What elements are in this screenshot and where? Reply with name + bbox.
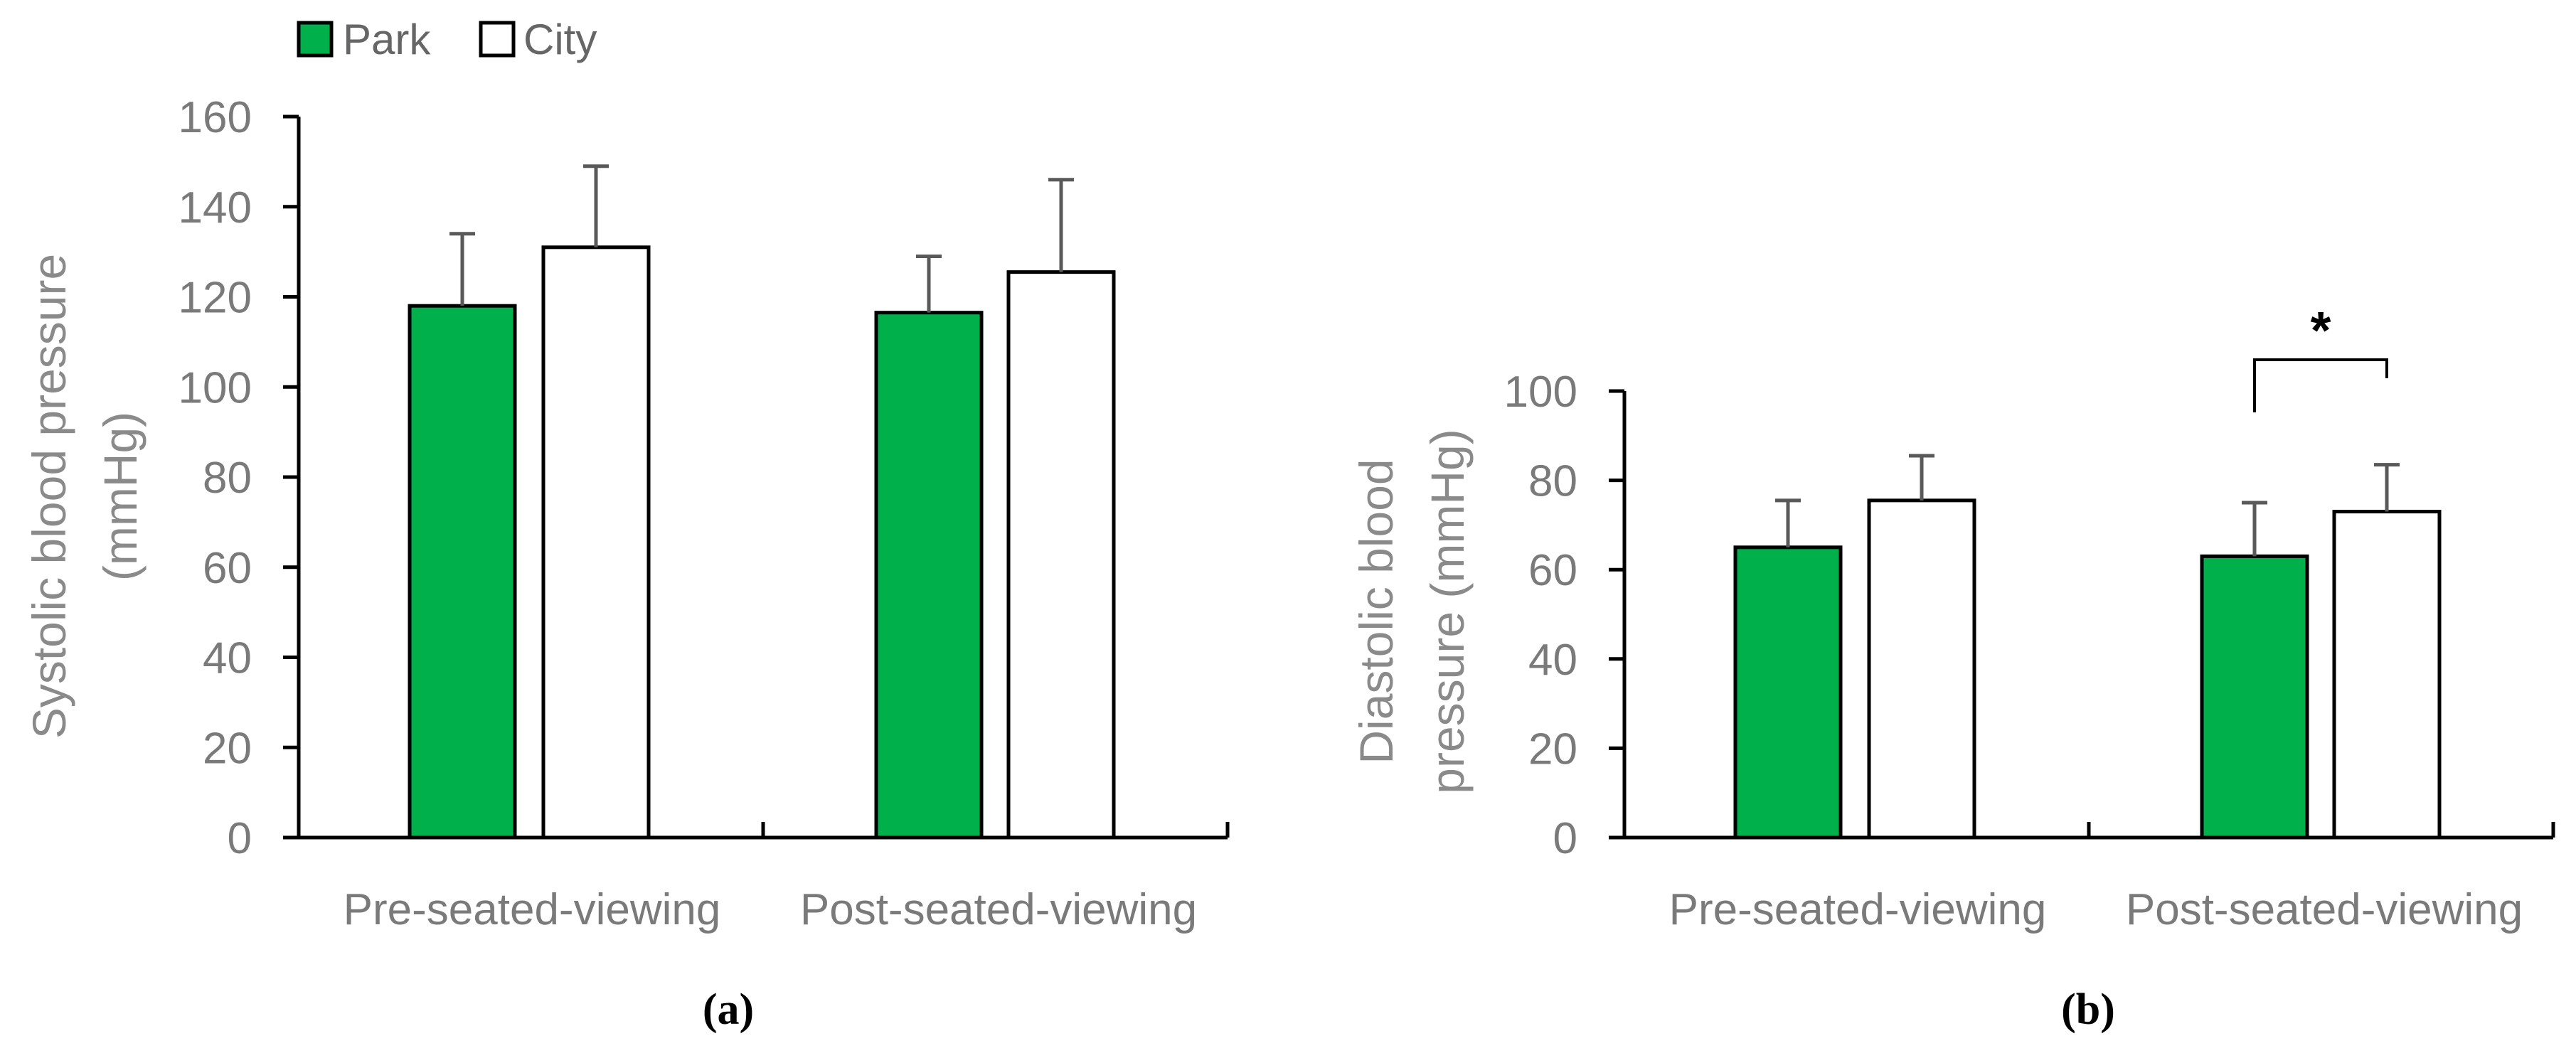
y-tick-label-a-7: 140 (179, 183, 252, 232)
bar-a-city-0 (541, 245, 651, 840)
legend-label-park: Park (343, 16, 431, 63)
panel-label-b: (b) (2061, 985, 2115, 1034)
legend-swatch-park (297, 21, 334, 58)
y-axis-title-b-line2: pressure (mmHg) (1421, 429, 1474, 793)
bar-a-park-0 (408, 304, 517, 840)
y-axis-title-b-line1: Diastolic blood (1350, 459, 1403, 764)
panel-label-a: (a) (703, 985, 754, 1034)
bar-b-park-1 (2200, 554, 2309, 840)
y-tick-label-a-1: 20 (203, 724, 252, 773)
bar-b-city-0 (1867, 498, 1976, 840)
significance-bracket-b-0 (2253, 358, 2388, 412)
y-tick-label-a-8: 160 (179, 93, 252, 142)
bar-a-city-1 (1006, 270, 1116, 840)
legend-swatch-city (479, 21, 516, 58)
bar-b-city-1 (2332, 510, 2442, 840)
y-tick-label-a-4: 80 (203, 454, 252, 503)
y-tick-label-b-3: 60 (1528, 546, 1577, 595)
significance-label-b-0: * (2311, 301, 2331, 360)
legend: Park City (297, 16, 597, 63)
chart-panel-b: 0 20 40 60 80 100 * Diastolic blood pressure (… (1350, 301, 2555, 1034)
bar-b-park-0 (1733, 545, 1843, 840)
y-tick-label-a-0: 0 (228, 814, 252, 863)
y-tick-label-b-0: 0 (1553, 814, 1577, 863)
x-tick-label-a-1: Post-seated-viewing (800, 885, 1197, 934)
x-tick-label-b-0: Pre-seated-viewing (1669, 885, 2047, 934)
y-tick-label-a-2: 40 (203, 634, 252, 683)
y-tick-label-b-5: 100 (1504, 368, 1577, 417)
bar-a-park-1 (874, 311, 984, 840)
y-tick-label-b-4: 80 (1528, 457, 1577, 506)
y-tick-label-b-2: 40 (1528, 636, 1577, 685)
chart-panel-a: 0 20 40 60 80 100 120 140 160 Systolic blood pre… (23, 93, 1230, 1034)
y-tick-label-a-6: 120 (179, 274, 252, 323)
x-tick-label-b-1: Post-seated-viewing (2126, 885, 2523, 934)
y-axis-title-a-line1: Systolic blood pressure (23, 254, 75, 739)
y-tick-label-a-5: 100 (179, 363, 252, 412)
y-tick-label-a-3: 60 (203, 544, 252, 593)
y-tick-label-b-1: 20 (1528, 724, 1577, 774)
x-tick-label-a-0: Pre-seated-viewing (344, 885, 721, 934)
y-axis-title-a-line2: (mmHg) (94, 412, 147, 581)
legend-label-city: City (523, 16, 597, 63)
